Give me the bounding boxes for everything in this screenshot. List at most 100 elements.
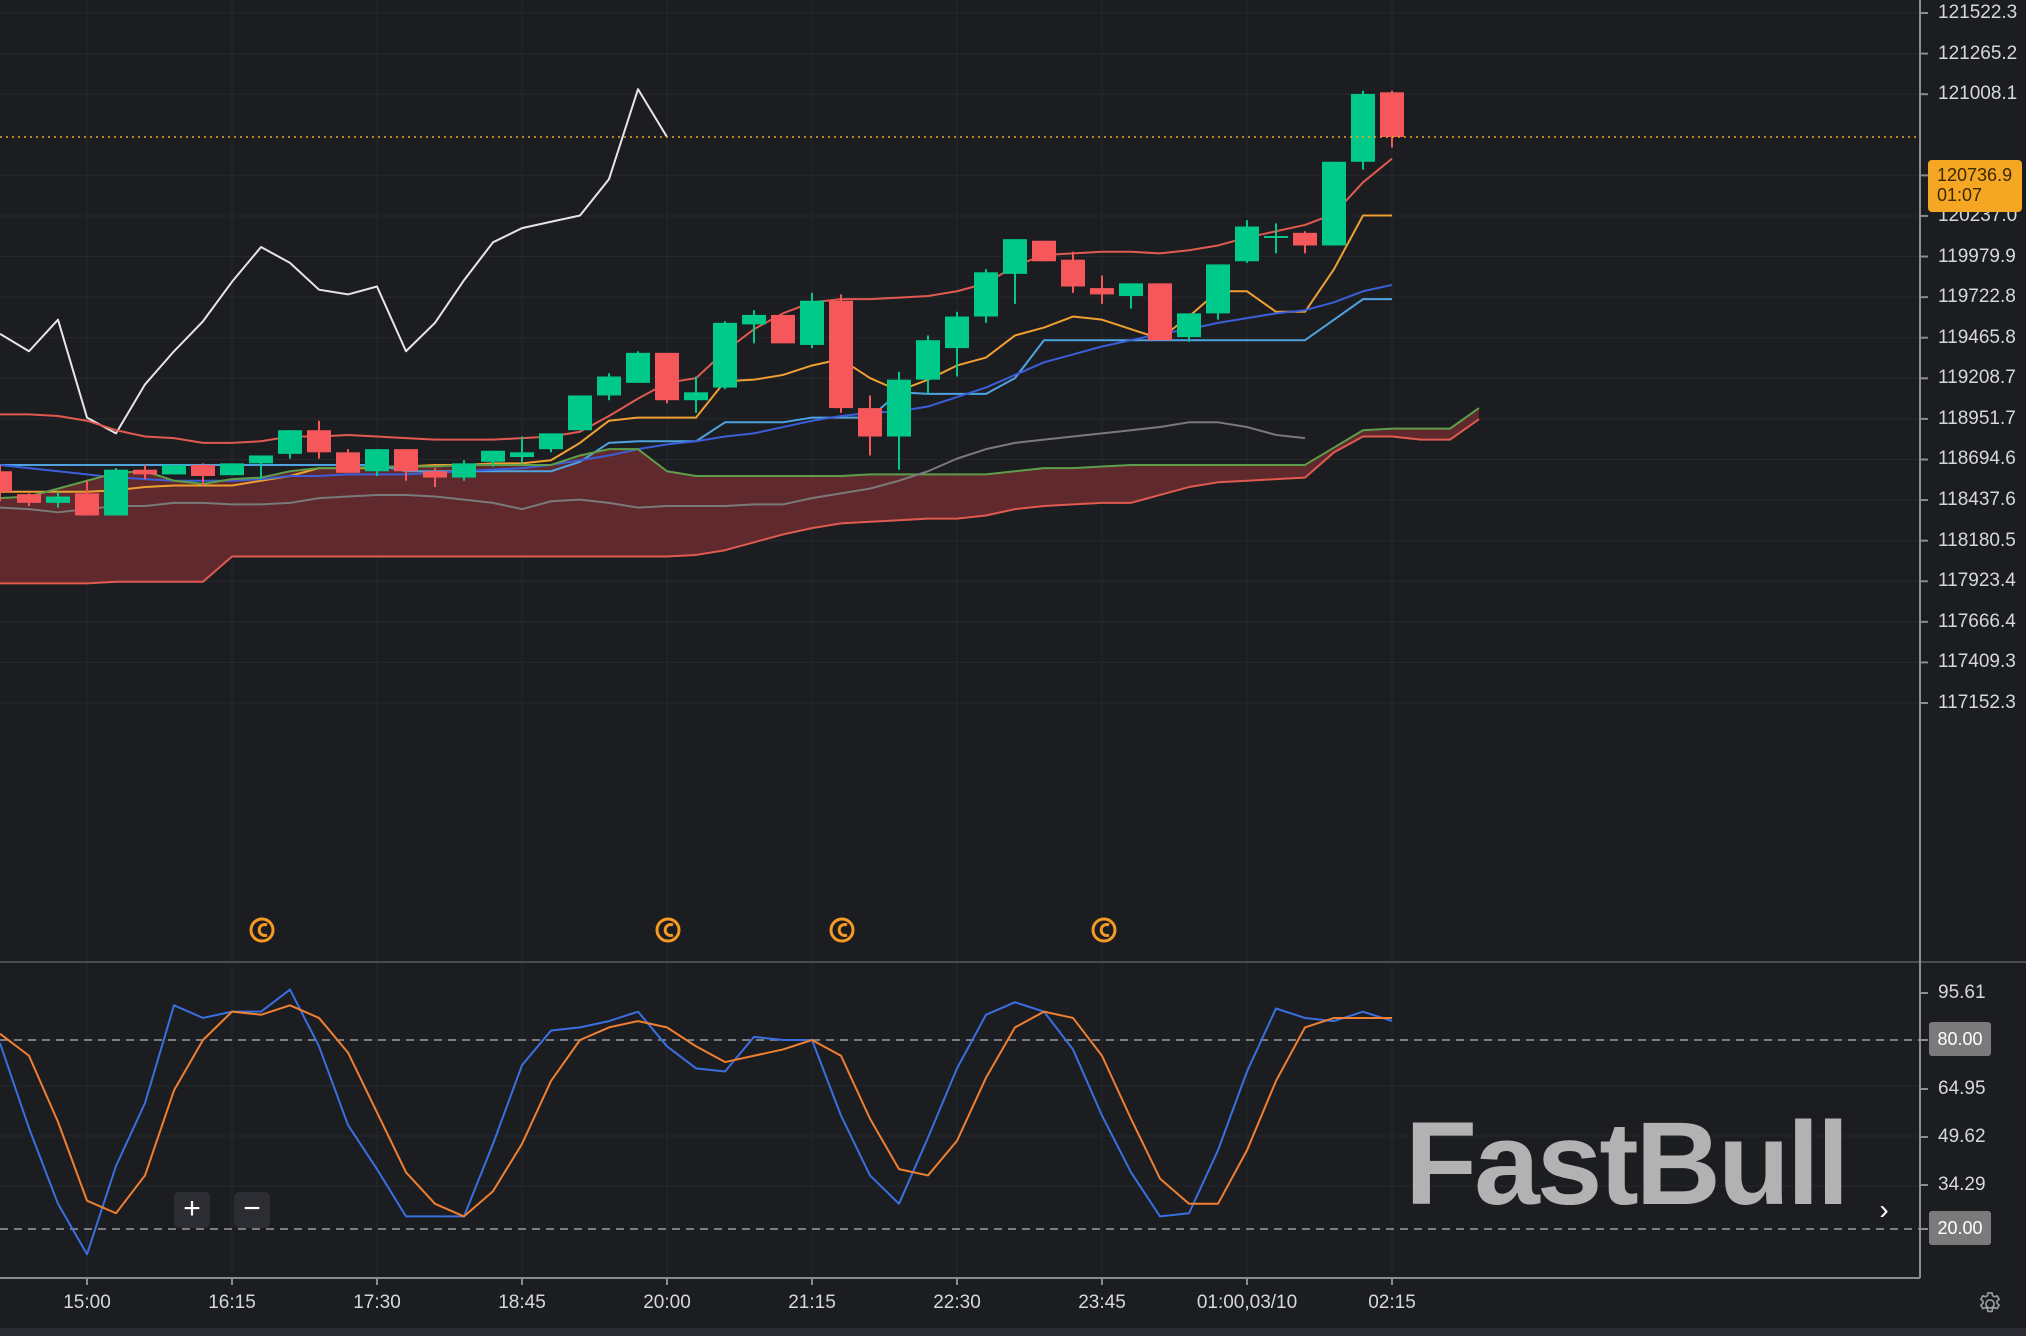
candle-up[interactable] [278,430,302,454]
candle-up[interactable] [365,449,389,472]
candle-down[interactable] [771,314,795,344]
candle-down[interactable] [829,300,853,409]
candle-down[interactable] [17,494,41,503]
candle-up[interactable] [1235,226,1259,262]
zoom-out-button[interactable]: − [234,1192,270,1228]
candle-up[interactable] [1351,93,1375,162]
candle-countdown: 01:07 [1937,185,1983,205]
time-axis-label: 15:00 [63,1292,111,1313]
candle-down[interactable] [423,471,447,478]
time-axis-label: 02:15 [1368,1292,1416,1313]
candle-down[interactable] [1293,232,1317,246]
candle-down[interactable] [133,469,157,475]
time-axis-label: 16:15 [208,1292,256,1313]
price-axis-label: 118694.6 [1938,448,2016,470]
copyright-c-icon[interactable] [1091,917,1117,943]
price-axis-label: 121008.1 [1938,83,2018,105]
candle-down[interactable] [1380,92,1404,138]
price-axis-label: 119465.8 [1938,326,2016,348]
fastbull-watermark: FastBull [1405,1098,1849,1230]
candle-up[interactable] [249,455,273,464]
price-axis-label: 119208.7 [1938,367,2016,389]
copyright-c-glyph [1099,923,1110,937]
scroll-right-button[interactable]: › [1872,1192,1896,1228]
candle-down[interactable] [858,408,882,437]
candle-up[interactable] [539,433,563,450]
candle-up[interactable] [1119,283,1143,296]
senkou-span-a-line [0,407,1480,500]
candle-up[interactable] [452,463,476,478]
candle-up[interactable] [1264,235,1288,238]
chikou-span-line [0,88,668,435]
cloud-midline [0,421,1306,514]
gear-icon [1979,1292,2001,1313]
price-axis-label: 117666.4 [1938,610,2016,632]
candle-up[interactable] [713,322,737,388]
candle-down[interactable] [336,452,360,473]
candle-down[interactable] [655,352,679,401]
candle-up[interactable] [1322,161,1346,246]
price-axis-label: 121522.3 [1938,2,2018,23]
candle-up[interactable] [945,316,969,349]
candle-up[interactable] [800,300,824,345]
senkou-span-b-line [0,418,1480,585]
candle-up[interactable] [1003,239,1027,274]
settings-button[interactable] [1976,1290,2004,1318]
candle-up[interactable] [1206,264,1230,314]
candle-up[interactable] [597,376,621,396]
candle-up[interactable] [220,463,244,476]
candle-up[interactable] [626,352,650,383]
candle-up[interactable] [974,272,998,317]
candle-up[interactable] [481,450,505,462]
chevron-right-icon: › [1879,1194,1889,1225]
copyright-c-glyph [663,923,674,937]
time-axis-label: 22:30 [933,1292,981,1313]
candle-up[interactable] [1177,313,1201,338]
last-price-tag: 120736.9 01:07 [1928,160,2022,212]
candle-down[interactable] [191,464,215,476]
candle-down[interactable] [1090,288,1114,295]
copyright-c-icon[interactable] [655,917,681,943]
price-axis-label: 119722.8 [1938,286,2016,308]
candle-down[interactable] [75,493,99,516]
bottom-bar [0,1328,2026,1336]
candle-up[interactable] [568,395,592,431]
copyright-c-icon[interactable] [829,917,855,943]
price-axis-label: 117152.3 [1938,692,2016,713]
time-axis-label: 18:45 [498,1292,546,1313]
candle-up[interactable] [887,379,911,437]
candle-down[interactable] [1061,259,1085,287]
candle-down[interactable] [394,449,418,472]
oscillator-axis-label: 34.29 [1938,1174,1986,1195]
candle-down[interactable] [1032,240,1056,262]
oscillator-axis-label: 64.95 [1938,1078,1986,1099]
candle-up[interactable] [916,340,940,380]
candle-up[interactable] [742,314,766,325]
last-price-value: 120736.9 [1937,165,2013,185]
price-axis-label: 117923.4 [1938,570,2016,592]
candle-up[interactable] [46,496,70,503]
candle-up[interactable] [684,392,708,401]
candle-down[interactable] [0,471,12,492]
copyright-c-icon[interactable] [249,917,275,943]
price-axis-label: 118180.5 [1938,529,2016,551]
time-axis-label: 21:15 [788,1292,836,1313]
price-axis-label: 117409.3 [1938,651,2016,673]
candle-down[interactable] [307,430,331,453]
minus-icon: − [243,1192,261,1225]
plus-icon: + [183,1192,201,1225]
zoom-in-button[interactable]: + [174,1192,210,1228]
candle-up[interactable] [162,464,186,475]
price-axis-label: 119979.9 [1938,245,2016,267]
candle-up[interactable] [104,469,128,516]
price-axis-label: 118951.7 [1938,407,2016,429]
candle-up[interactable] [510,452,534,458]
oscillator-axis-label: 95.61 [1938,982,1986,1003]
time-axis-label: 23:45 [1078,1292,1126,1313]
overbought-level-tag: 80.00 [1929,1022,1991,1056]
price-axis-label: 121265.2 [1938,42,2018,64]
candle-down[interactable] [1148,283,1172,341]
